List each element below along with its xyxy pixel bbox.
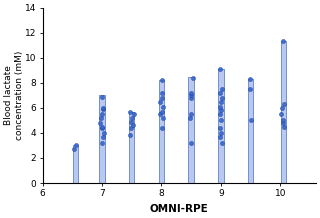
Point [218,105,223,108]
Point [248,77,253,81]
Point [219,109,224,112]
Point [190,76,195,80]
Point [161,116,166,120]
Point [218,119,223,122]
Point [127,110,132,113]
Point [160,91,165,95]
X-axis label: OMNI-RPE: OMNI-RPE [150,204,209,214]
Point [280,119,285,122]
Point [101,106,106,110]
Point [131,124,136,127]
Point [131,112,136,116]
Point [220,87,225,91]
Point [249,119,254,122]
Point [188,96,193,100]
Bar [218,69,223,183]
Point [100,112,105,116]
Point [188,116,193,120]
Point [74,144,79,147]
Bar [129,112,134,183]
Point [281,40,286,43]
Point [98,121,103,125]
Point [279,106,284,110]
Point [218,112,223,116]
Point [71,147,76,151]
Point [100,107,105,111]
Point [188,91,193,95]
Point [220,141,225,145]
Point [99,141,104,145]
Point [218,135,223,138]
Point [128,120,133,123]
Point [99,116,104,120]
Bar [248,79,253,183]
Y-axis label: Blood lactate
concentration (mM): Blood lactate concentration (mM) [4,51,24,140]
Point [279,112,284,116]
Point [157,100,163,103]
Bar [100,95,105,183]
Point [188,112,194,116]
Point [219,131,224,135]
Bar [281,41,286,183]
Point [101,131,107,135]
Point [281,125,286,128]
Point [158,112,163,116]
Point [218,91,223,95]
Point [100,126,105,130]
Point [248,87,253,91]
Point [188,141,194,145]
Bar [159,80,164,183]
Point [188,94,194,97]
Point [128,126,133,130]
Point [99,95,104,98]
Point [129,116,134,120]
Point [281,121,286,125]
Point [159,96,164,100]
Point [217,67,222,71]
Point [127,134,132,137]
Point [218,100,223,103]
Point [282,102,287,106]
Point [161,105,166,108]
Point [100,125,105,128]
Bar [73,145,78,183]
Point [159,126,164,130]
Point [100,135,106,138]
Point [219,96,224,100]
Point [217,126,222,130]
Point [159,110,164,113]
Bar [188,77,194,183]
Point [160,78,165,82]
